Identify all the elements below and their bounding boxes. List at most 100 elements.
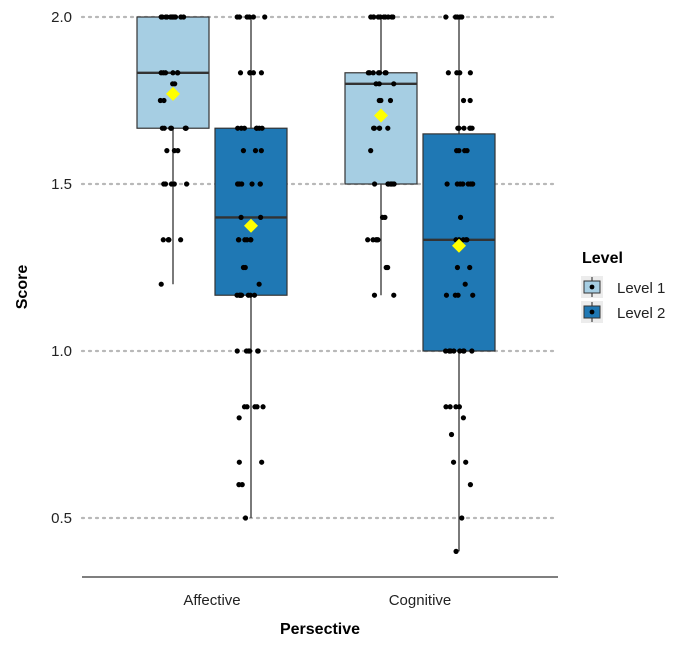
- data-point: [256, 281, 262, 287]
- data-point: [236, 237, 242, 243]
- data-point: [160, 237, 166, 243]
- data-point: [259, 459, 265, 465]
- data-point: [371, 292, 378, 298]
- data-point: [444, 181, 450, 187]
- mean-marker-level-1-cognitive: [374, 108, 388, 123]
- data-point: [251, 292, 258, 298]
- data-point: [244, 404, 250, 410]
- data-point: [158, 14, 164, 20]
- data-point: [170, 81, 176, 87]
- data-point: [382, 70, 388, 76]
- data-point: [385, 181, 391, 187]
- legend-label: Level 2: [617, 305, 665, 322]
- x-tick-label: Cognitive: [389, 592, 452, 609]
- data-point: [246, 14, 252, 20]
- data-point: [375, 14, 381, 20]
- legend-item-level-2: Level 2: [581, 301, 665, 323]
- data-point: [469, 181, 475, 187]
- y-axis-title: Score: [14, 265, 31, 310]
- data-point: [252, 148, 259, 154]
- data-point: [262, 14, 268, 20]
- data-point: [455, 292, 461, 298]
- data-point: [166, 237, 172, 243]
- data-point: [456, 148, 462, 154]
- legend-key-point: [589, 284, 595, 290]
- data-point: [258, 148, 264, 154]
- data-point: [387, 97, 394, 104]
- data-point: [464, 148, 470, 154]
- legend-title: Level: [582, 250, 623, 267]
- data-point: [467, 264, 473, 271]
- data-point: [250, 14, 257, 20]
- data-point: [239, 482, 245, 488]
- data-point: [443, 14, 449, 20]
- data-point: [454, 181, 460, 187]
- data-point: [170, 70, 176, 76]
- data-point: [247, 292, 253, 298]
- data-point: [467, 482, 474, 488]
- data-point: [236, 14, 243, 20]
- data-point: [457, 214, 464, 220]
- data-point: [365, 237, 371, 243]
- data-point: [234, 181, 241, 187]
- data-point: [371, 181, 378, 187]
- data-point: [258, 70, 265, 76]
- data-point: [464, 237, 470, 243]
- x-axis-title: Persective: [280, 621, 360, 638]
- data-point: [451, 348, 457, 354]
- data-point: [175, 148, 181, 154]
- data-point: [368, 14, 374, 20]
- legend: Level Level 1 Level 2: [581, 250, 665, 323]
- mean-marker-level-1-affective: [166, 86, 180, 101]
- data-point: [164, 14, 170, 20]
- mean-marker-level-2-cognitive: [452, 238, 466, 253]
- data-point: [235, 125, 241, 131]
- data-point: [463, 459, 469, 465]
- point-layer: [157, 14, 476, 555]
- data-point: [443, 348, 449, 354]
- data-point: [172, 14, 179, 20]
- data-point: [445, 70, 451, 76]
- data-point: [462, 281, 468, 287]
- data-point: [391, 81, 397, 87]
- data-point: [242, 264, 248, 271]
- legend-key-point: [589, 309, 595, 315]
- data-point: [443, 404, 449, 410]
- data-point: [237, 70, 244, 76]
- data-point: [160, 70, 167, 76]
- data-point: [382, 14, 388, 20]
- data-point: [237, 292, 243, 298]
- data-point: [260, 404, 266, 410]
- data-point: [259, 125, 265, 131]
- data-point: [461, 125, 467, 131]
- data-point: [453, 404, 459, 410]
- data-point: [385, 125, 391, 131]
- data-point: [465, 181, 471, 187]
- data-point: [249, 181, 255, 187]
- data-point: [452, 14, 459, 20]
- data-point: [168, 125, 174, 131]
- data-point: [247, 70, 253, 76]
- data-point: [376, 81, 382, 87]
- data-point: [460, 97, 467, 104]
- data-point: [238, 125, 244, 131]
- data-point: [248, 237, 254, 243]
- box-level-2-affective: [214, 127, 288, 296]
- data-point: [461, 348, 467, 354]
- data-point: [450, 459, 457, 465]
- data-point: [454, 70, 460, 76]
- y-tick-label: 0.5: [51, 510, 72, 527]
- data-point: [376, 97, 382, 104]
- data-point: [459, 515, 465, 521]
- mean-marker-level-2-affective: [244, 218, 258, 233]
- data-point: [171, 181, 177, 187]
- data-point: [467, 125, 473, 131]
- data-point: [370, 70, 376, 76]
- legend-label: Level 1: [617, 280, 665, 297]
- data-point: [255, 348, 261, 354]
- data-point: [158, 281, 164, 287]
- data-point: [238, 214, 244, 220]
- data-point: [234, 348, 240, 354]
- data-point: [376, 125, 382, 131]
- legend-item-level-1: Level 1: [581, 276, 665, 298]
